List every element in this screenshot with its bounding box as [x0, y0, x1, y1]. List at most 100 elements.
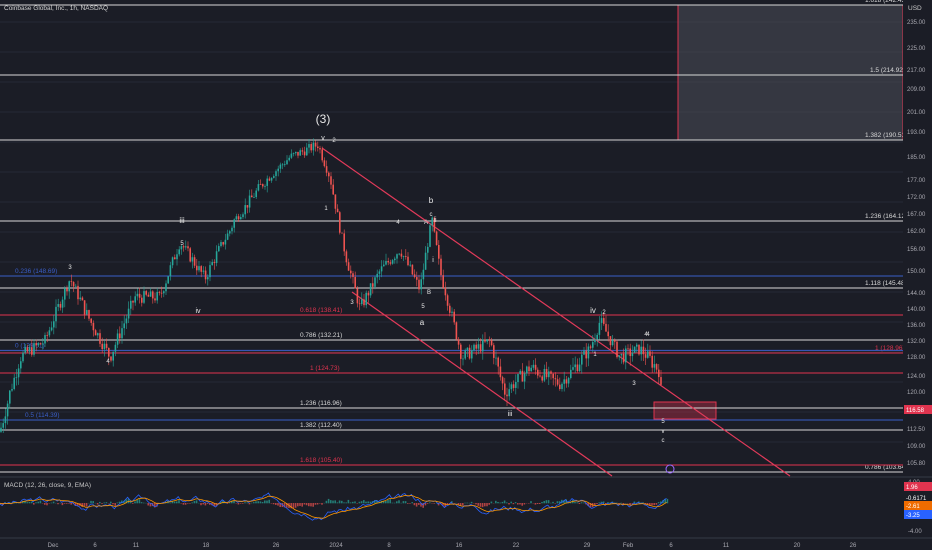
price-tick-label: 177.00	[907, 178, 926, 184]
macd-histogram-bar	[422, 503, 424, 508]
chart-header-title: Coinbase Global, Inc., 1h, NASDAQ	[4, 5, 108, 12]
wave-label: (3)	[316, 112, 331, 126]
fib-level-red-label: 1 (124.73)	[310, 365, 340, 372]
candle-body	[559, 384, 561, 389]
macd-histogram-bar	[521, 503, 523, 506]
candle-body	[90, 318, 92, 323]
macd-histogram-bar	[268, 499, 270, 504]
wave-label: ii	[433, 217, 437, 224]
macd-histogram-bar	[30, 501, 33, 504]
macd-histogram-bar	[114, 503, 116, 506]
macd-histogram-bar	[110, 501, 112, 504]
macd-histogram-bar	[202, 503, 204, 505]
candle-body	[387, 261, 389, 263]
macd-histogram-bar	[490, 501, 493, 504]
macd-histogram-bar	[316, 503, 319, 505]
candle-body	[204, 270, 207, 280]
wave-label: i	[432, 257, 434, 264]
candle-body	[145, 291, 147, 295]
price-tick-label: 136.00	[907, 323, 926, 329]
event-marker-icon	[665, 464, 675, 474]
candle-body	[37, 343, 40, 346]
macd-histogram-bar	[631, 503, 633, 504]
candle-body	[446, 295, 449, 306]
macd-histogram-bar	[277, 503, 279, 506]
macd-histogram-bar	[149, 503, 152, 507]
candle-body	[374, 277, 376, 287]
candle-body	[66, 288, 68, 292]
candle-body	[372, 283, 374, 287]
candle-body	[574, 364, 576, 368]
fib-level-white-label: 0.786 (103.64)	[865, 464, 907, 471]
macd-histogram-bar	[442, 503, 444, 506]
candle-body	[22, 352, 24, 362]
candle-body	[578, 364, 581, 372]
candle-body	[501, 377, 504, 384]
candle-body	[75, 285, 77, 287]
macd-histogram-bar	[222, 500, 224, 504]
candle-body	[149, 291, 152, 297]
macd-histogram-bar	[244, 502, 246, 504]
macd-histogram-bar	[530, 501, 532, 504]
macd-histogram-bar	[259, 501, 262, 504]
wave-label: c	[430, 212, 433, 218]
candle-body	[292, 153, 295, 154]
wave-label: v	[321, 135, 325, 142]
macd-histogram-bar	[239, 503, 242, 504]
fib-level-white-label: 1.118 (145.48)	[865, 280, 907, 287]
macd-histogram-bar	[112, 503, 114, 505]
macd-histogram-bar	[63, 503, 66, 504]
candle-body	[484, 339, 486, 342]
candle-body	[301, 150, 304, 152]
candle-body	[545, 368, 548, 378]
macd-histogram-bar	[497, 501, 499, 504]
macd-histogram-bar	[118, 501, 121, 504]
candle-body	[121, 328, 123, 339]
macd-histogram-bar	[68, 503, 70, 504]
candle-body	[418, 279, 420, 290]
wave-label: v	[662, 429, 665, 435]
price-tick-label: 217.00	[907, 68, 926, 74]
price-tick-label: 235.00	[907, 20, 926, 26]
candle-body	[422, 269, 425, 280]
candle-body	[616, 341, 618, 358]
candle-body	[363, 299, 365, 306]
candle-body	[376, 273, 378, 278]
candle-body	[101, 343, 103, 350]
candle-body	[4, 416, 7, 424]
candle-body	[405, 256, 407, 257]
macd-histogram-bar	[290, 503, 292, 509]
candle-body	[475, 344, 477, 349]
candle-body	[255, 190, 257, 198]
candle-body	[391, 260, 394, 264]
candle-body	[79, 297, 81, 300]
fib-level-white-label: 1.236 (116.96)	[300, 400, 342, 407]
candle-body	[341, 232, 343, 234]
candle-body	[442, 275, 444, 288]
macd-histogram-bar	[327, 498, 330, 504]
macd-histogram-bar	[138, 499, 141, 504]
wave-label: 5	[661, 419, 665, 425]
candle-body	[156, 291, 158, 301]
macd-histogram-bar	[39, 500, 42, 504]
candle-body	[521, 370, 524, 382]
macd-histogram-bar	[519, 503, 521, 505]
candle-body	[277, 168, 279, 172]
candle-body	[242, 214, 244, 218]
macd-histogram-bar	[424, 503, 427, 506]
candle-body	[257, 184, 260, 191]
macd-histogram-bar	[517, 503, 519, 505]
candle-body	[427, 246, 429, 253]
candle-body	[453, 311, 455, 323]
candle-body	[264, 185, 266, 187]
candle-body	[158, 291, 161, 293]
fib-level-white-label: 1.5 (214.92)	[870, 67, 905, 74]
macd-histogram-bar	[33, 503, 35, 505]
candle-body	[409, 264, 411, 266]
candle-body	[310, 144, 312, 151]
candle-body	[92, 322, 95, 331]
candle-body	[167, 276, 169, 284]
macd-histogram-bar	[294, 503, 297, 508]
